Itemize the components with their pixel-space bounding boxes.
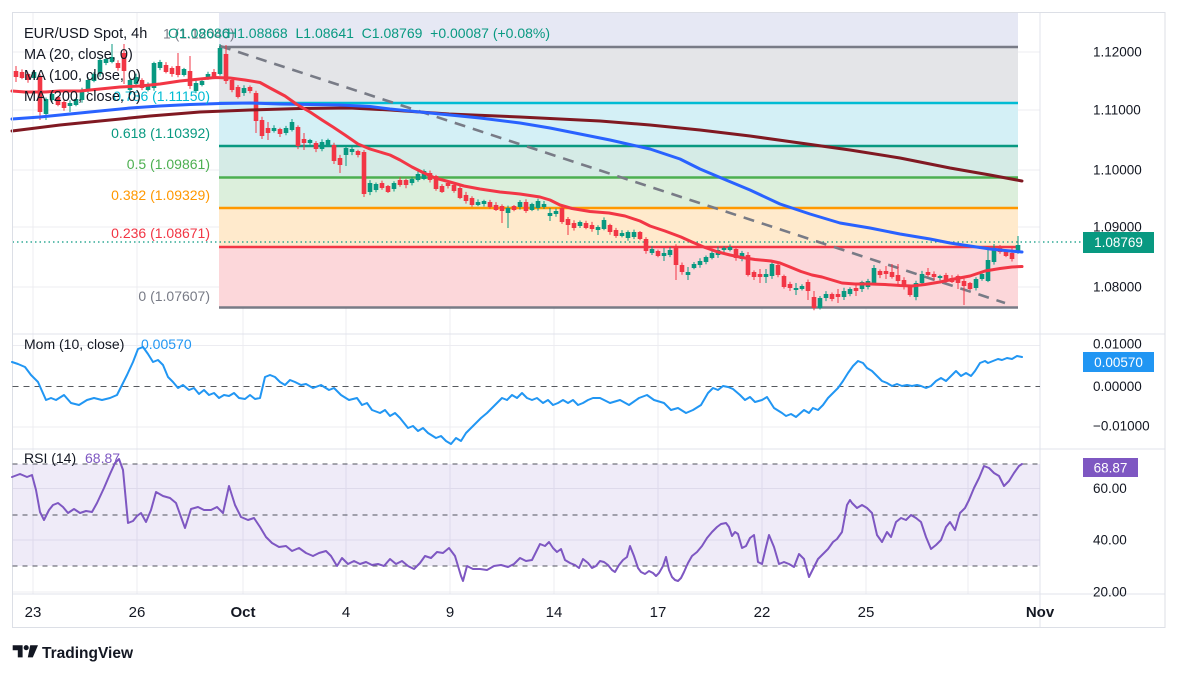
svg-text:TradingView: TradingView [42,645,134,662]
svg-text:68.87: 68.87 [1094,461,1128,476]
svg-text:0.00570: 0.00570 [1094,355,1143,370]
svg-text:Oct: Oct [230,604,255,621]
svg-text:1 (1.12040): 1 (1.12040) [163,26,235,42]
svg-text:MA (20, close, 0): MA (20, close, 0) [24,47,133,63]
svg-text:0.5 (1.09861): 0.5 (1.09861) [127,156,210,172]
svg-text:9: 9 [446,604,454,621]
svg-text:17: 17 [650,604,667,621]
svg-text:MA (100, close, 0): MA (100, close, 0) [24,68,141,84]
svg-text:0 (1.07607): 0 (1.07607) [138,288,210,304]
svg-text:O1.08686: O1.08686 [168,25,230,41]
svg-text:Mom (10, close): Mom (10, close) [24,336,124,352]
svg-text:0.00000: 0.00000 [1093,379,1142,394]
svg-text:40.00: 40.00 [1093,533,1127,548]
svg-text:1.08000: 1.08000 [1093,280,1142,295]
svg-text:68.87: 68.87 [85,450,120,466]
svg-text:23: 23 [25,604,42,621]
svg-text:25: 25 [858,604,875,621]
svg-text:MA (200, close, 0): MA (200, close, 0) [24,89,141,105]
svg-text:RSI (14): RSI (14) [24,450,76,466]
svg-text:EUR/USD Spot, 4h: EUR/USD Spot, 4h [24,26,147,42]
svg-text:0.00570: 0.00570 [141,336,192,352]
svg-text:0.618 (1.10392): 0.618 (1.10392) [111,125,210,141]
svg-text:20.00: 20.00 [1093,585,1127,600]
svg-text:60.00: 60.00 [1093,481,1127,496]
svg-text:4: 4 [342,604,350,621]
svg-text:1.10000: 1.10000 [1093,163,1142,178]
svg-text:−0.01000: −0.01000 [1093,419,1150,434]
svg-text:22: 22 [754,604,771,621]
svg-text:1.11000: 1.11000 [1093,103,1141,118]
svg-text:26: 26 [129,604,146,621]
svg-text:1.08769: 1.08769 [1094,235,1143,250]
svg-text:14: 14 [546,604,563,621]
svg-text:0.382 (1.09329): 0.382 (1.09329) [111,187,210,203]
svg-text:0.786 (1.11150): 0.786 (1.11150) [113,88,210,104]
svg-text:1.09000: 1.09000 [1093,220,1142,235]
svg-text:0.01000: 0.01000 [1093,337,1142,352]
svg-text:0.236 (1.08671): 0.236 (1.08671) [111,225,210,241]
svg-text:1.12000: 1.12000 [1093,45,1142,60]
svg-text:H1.08868 L1.08641 C1.08769: H1.08868 L1.08641 C1.08769 +0.00087 (+0.… [227,25,550,41]
svg-text:Nov: Nov [1026,604,1055,621]
